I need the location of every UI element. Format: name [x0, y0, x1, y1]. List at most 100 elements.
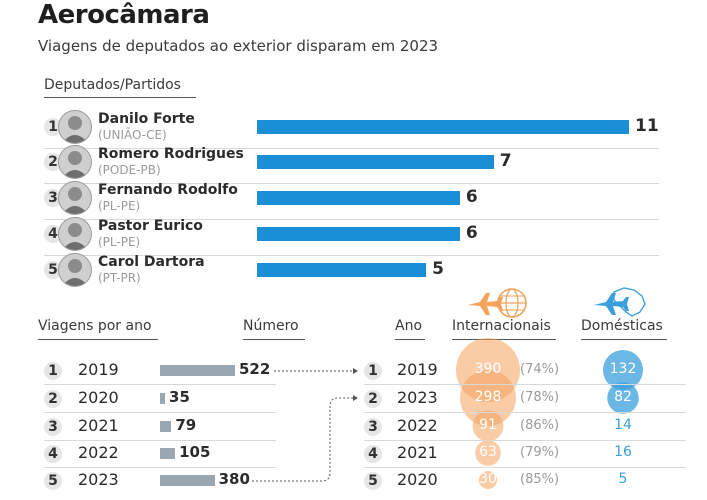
bar-value-label: 35	[169, 388, 190, 406]
deputy-party: (UNIÃO-CE)	[98, 128, 167, 142]
year-label: 2022	[397, 416, 438, 435]
avatar	[58, 253, 92, 287]
bar	[160, 365, 235, 376]
deputy-party: (PL-PE)	[98, 199, 141, 213]
rank-badge: 4	[44, 445, 62, 463]
yearly-header-underline	[38, 339, 158, 340]
bar-value-label: 6	[465, 187, 478, 207]
deputies-header: Deputados/Partidos	[44, 77, 181, 93]
row-divider	[44, 467, 276, 468]
deputy-name: Pastor Eurico	[98, 218, 203, 234]
domestic-value-label: 14	[614, 417, 632, 433]
rank-badge: 2	[364, 390, 382, 408]
international-bubble	[479, 471, 497, 489]
bar	[257, 120, 629, 134]
rank-badge: 2	[44, 390, 62, 408]
domestic-value-label: 16	[614, 444, 632, 460]
row-divider	[364, 384, 686, 385]
year-label: 2021	[397, 443, 438, 462]
international-header-underline	[452, 339, 556, 340]
deputy-name: Carol Dartora	[98, 254, 205, 270]
rank-badge: 3	[44, 418, 62, 436]
domestic-value-label: 5	[618, 471, 628, 487]
row-divider	[44, 255, 659, 256]
row-divider	[364, 440, 686, 441]
year-label: 2023	[78, 470, 119, 489]
row-divider	[364, 412, 686, 413]
deputies-header-underline	[44, 97, 196, 98]
bar	[257, 263, 427, 277]
bar	[160, 448, 176, 459]
deputy-party: (PODE-PB)	[98, 163, 161, 177]
international-share-label: (79%)	[520, 445, 560, 460]
avatar	[58, 145, 92, 179]
international-share-label: (74%)	[520, 362, 560, 377]
international-share-label: (85%)	[520, 472, 560, 487]
row-divider	[364, 467, 686, 468]
deputy-name: Fernando Rodolfo	[98, 182, 238, 198]
page-title: Aerocâmara	[38, 0, 210, 30]
rank-badge: 5	[364, 472, 382, 490]
number-header-underline	[243, 339, 305, 340]
rank-badge: 4	[44, 225, 62, 243]
row-divider	[44, 412, 276, 413]
row-divider	[44, 440, 276, 441]
rank-badge: 3	[44, 189, 62, 207]
bar	[257, 227, 460, 241]
bar	[257, 191, 460, 205]
bar-value-label: 5	[432, 259, 444, 279]
international-value-label: 63	[479, 444, 497, 460]
bar	[160, 475, 215, 486]
domestic-header-underline	[581, 339, 667, 340]
international-header: Internacionais	[452, 318, 551, 334]
row-divider	[44, 148, 659, 149]
year-label: 2021	[78, 416, 119, 435]
rank-badge: 1	[364, 362, 382, 380]
bar-value-label: 380	[218, 470, 250, 488]
rank-badge: 3	[364, 418, 382, 436]
bar-value-label: 522	[239, 360, 271, 378]
page-subtitle: Viagens de deputados ao exterior dispara…	[38, 37, 439, 55]
bar	[160, 421, 172, 432]
avatar	[58, 181, 92, 215]
deputy-name: Romero Rodrigues	[98, 146, 244, 162]
year-label: 2023	[397, 388, 438, 407]
international-value-label: 91	[479, 417, 497, 433]
rank-badge: 1	[44, 118, 62, 136]
international-bubble	[475, 440, 501, 466]
domestic-value-label: 132	[609, 361, 637, 377]
deputy-name: Danilo Forte	[98, 111, 195, 127]
year-label: 2019	[397, 360, 438, 379]
international-value-label: 30	[479, 471, 497, 487]
domestic-bubble	[603, 350, 643, 390]
international-share-label: (78%)	[520, 390, 560, 405]
international-share-label: (86%)	[520, 418, 560, 433]
year-header-underline	[395, 339, 425, 340]
domestic-header: Domésticas	[581, 318, 663, 334]
year-header: Ano	[395, 318, 423, 334]
domestic-bubble	[607, 382, 639, 414]
rank-badge: 5	[44, 472, 62, 490]
number-header: Número	[243, 318, 299, 334]
rank-badge: 4	[364, 445, 382, 463]
avatar	[58, 110, 92, 144]
deputy-party: (PL-PE)	[98, 235, 141, 249]
international-bubble	[472, 410, 504, 442]
international-value-label: 298	[474, 389, 502, 405]
bar-value-label: 7	[499, 151, 512, 171]
avatar	[58, 217, 92, 251]
bar	[257, 155, 494, 169]
row-divider	[44, 183, 659, 184]
bar	[160, 393, 166, 404]
year-label: 2019	[78, 360, 119, 379]
rank-badge: 5	[44, 261, 62, 279]
year-label: 2020	[78, 388, 119, 407]
bar-value-label: 11	[635, 116, 659, 136]
row-divider	[44, 219, 659, 220]
bar-value-label: 6	[465, 223, 478, 243]
row-divider	[44, 384, 276, 385]
bar-value-label: 105	[179, 443, 211, 461]
international-value-label: 390	[474, 361, 502, 377]
domestic-value-label: 82	[614, 389, 632, 405]
